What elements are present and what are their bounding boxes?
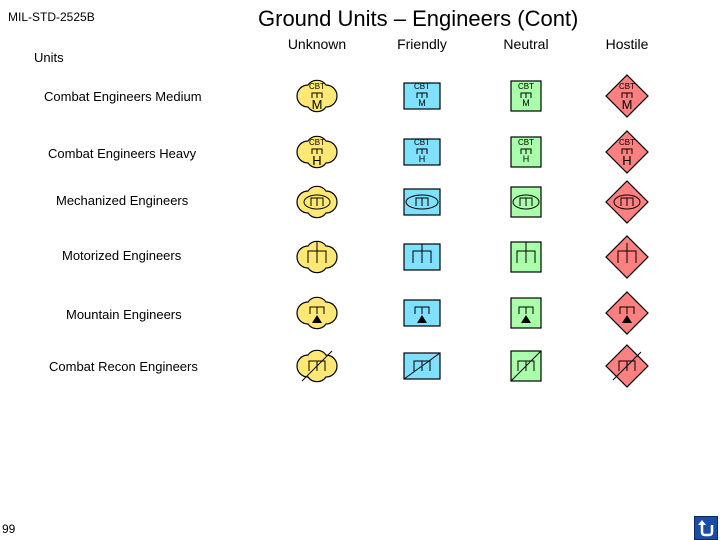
armour-oval bbox=[303, 194, 331, 210]
symbol-friendly-cbt-m: CBT M bbox=[403, 82, 441, 110]
symbol-unknown-cbt-m: CBT M bbox=[296, 79, 338, 113]
recon-slash-mark bbox=[510, 350, 542, 382]
symbol-hostile-motor bbox=[605, 235, 649, 279]
engineer-bridge-mark bbox=[311, 148, 323, 154]
symbol-friendly-cbt-h: CBT H bbox=[403, 138, 441, 166]
symbol-hostile-cbt-h: CBT H bbox=[605, 130, 649, 174]
engineer-bridge-mark bbox=[414, 306, 430, 314]
section-label-units: Units bbox=[34, 50, 64, 65]
symbol-unknown-cbt-h: CBT H bbox=[296, 135, 338, 169]
symbol-neutral-cbt-h: CBT H bbox=[510, 136, 542, 168]
row-label-motorized-engineers: Motorized Engineers bbox=[62, 248, 182, 263]
top-text: CBT bbox=[619, 138, 635, 147]
top-text: CBT bbox=[619, 82, 635, 91]
engineer-bridge-mark bbox=[619, 306, 635, 314]
size-text: M bbox=[622, 97, 633, 112]
symbol-hostile-mech bbox=[605, 180, 649, 224]
mountain-mark bbox=[521, 315, 531, 323]
row-label-combat-recon-engineers: Combat Recon Engineers bbox=[49, 359, 198, 374]
recon-slash-mark bbox=[403, 352, 441, 380]
size-text: M bbox=[312, 97, 323, 112]
top-text: CBT bbox=[309, 82, 325, 91]
row-label-mechanized-engineers: Mechanized Engineers bbox=[56, 193, 189, 208]
symbol-friendly-mountain bbox=[403, 299, 441, 327]
top-text: CBT bbox=[414, 82, 430, 91]
symbol-neutral-mech bbox=[510, 186, 542, 218]
armour-oval bbox=[512, 194, 540, 210]
engineer-bridge-mark bbox=[519, 197, 533, 206]
armour-oval bbox=[405, 194, 439, 210]
engineer-bridge-mark bbox=[621, 92, 633, 98]
engineer-bridge-mark bbox=[416, 92, 428, 98]
size-text: H bbox=[419, 154, 426, 164]
page-number: 99 bbox=[2, 522, 16, 536]
size-text: H bbox=[312, 153, 321, 168]
standard-label: MIL-STD-2525B bbox=[8, 10, 95, 24]
engineer-bridge-mark bbox=[518, 306, 534, 314]
engineer-bridge-mark bbox=[620, 197, 634, 206]
engineer-bridge-mark bbox=[311, 92, 323, 98]
mountain-mark bbox=[312, 315, 322, 323]
symbol-neutral-recon bbox=[510, 350, 542, 382]
column-header-neutral: Neutral bbox=[503, 36, 549, 52]
row-label-combat-engineers-medium: Combat Engineers Medium bbox=[44, 89, 202, 104]
mountain-mark bbox=[622, 315, 632, 323]
top-text: CBT bbox=[414, 138, 430, 147]
column-header-friendly: Friendly bbox=[397, 36, 447, 52]
symbol-neutral-mountain bbox=[510, 297, 542, 329]
engineer-bridge-mark bbox=[621, 148, 633, 154]
top-text: CBT bbox=[309, 138, 325, 147]
symbol-unknown-motor bbox=[296, 240, 338, 274]
recon-slash-mark bbox=[612, 351, 642, 381]
page-title: Ground Units – Engineers (Cont) bbox=[258, 6, 579, 31]
size-text: H bbox=[622, 153, 631, 168]
size-text: M bbox=[522, 98, 530, 108]
return-arrow-icon[interactable] bbox=[694, 516, 718, 540]
column-header-hostile: Hostile bbox=[605, 36, 649, 52]
symbol-neutral-motor bbox=[510, 241, 542, 273]
symbol-hostile-mountain bbox=[605, 291, 649, 335]
symbol-unknown-mech bbox=[296, 185, 338, 219]
column-header-unknown: Unknown bbox=[287, 36, 347, 52]
engineer-bridge-mark bbox=[520, 148, 532, 154]
symbol-neutral-cbt-m: CBT M bbox=[510, 80, 542, 112]
top-text: CBT bbox=[518, 82, 534, 91]
row-label-combat-engineers-heavy: Combat Engineers Heavy bbox=[48, 146, 197, 161]
symbol-friendly-mech bbox=[403, 188, 441, 216]
engineer-bridge-mark bbox=[415, 197, 429, 206]
symbol-hostile-cbt-m: CBT M bbox=[605, 74, 649, 118]
engineer-bridge-mark bbox=[309, 306, 325, 314]
engineer-bridge-mark bbox=[520, 92, 532, 98]
armour-oval bbox=[613, 194, 641, 210]
engineer-bridge-mark bbox=[310, 197, 324, 206]
top-text: CBT bbox=[518, 138, 534, 147]
row-label-mountain-engineers: Mountain Engineers bbox=[66, 307, 182, 322]
size-text: H bbox=[523, 154, 530, 164]
symbol-unknown-recon bbox=[296, 349, 338, 383]
size-text: M bbox=[418, 98, 426, 108]
engineer-bridge-mark bbox=[416, 148, 428, 154]
symbol-hostile-recon bbox=[605, 344, 649, 388]
recon-slash-mark bbox=[301, 350, 333, 382]
mountain-mark bbox=[417, 315, 427, 323]
symbol-unknown-mountain bbox=[296, 296, 338, 330]
symbol-friendly-recon bbox=[403, 352, 441, 380]
symbol-friendly-motor bbox=[403, 243, 441, 271]
